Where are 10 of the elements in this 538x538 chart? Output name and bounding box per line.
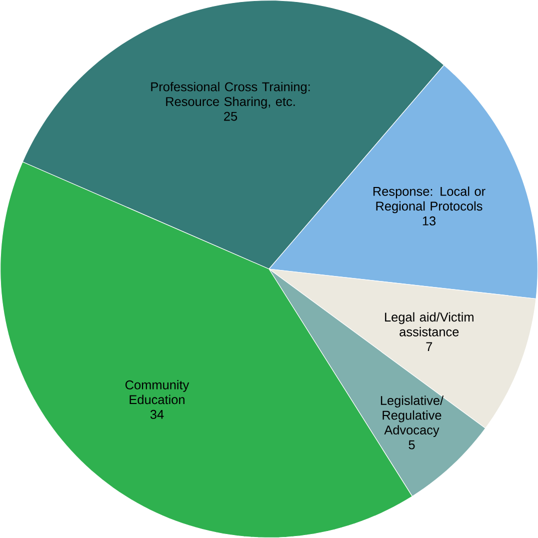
slice-label: Response: Local or Regional Protocols [373,186,486,214]
data-label: 34 [150,410,164,419]
data-label: 25 [224,112,238,121]
slice-label: Professional Cross Training: Resource Sharing, etc. [151,82,310,109]
slice-label: Legal aid/Victim assistance [385,312,474,336]
data-label: 7 [426,342,432,351]
slice-label: Community Education [125,380,190,404]
slice-label: Legislative/ Regulative Advocacy [380,396,444,438]
data-label: 5 [408,440,415,450]
data-label: 13 [422,216,436,226]
